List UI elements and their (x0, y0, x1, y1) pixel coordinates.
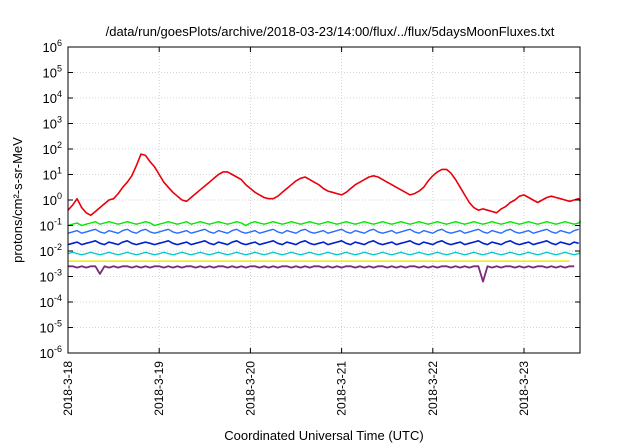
x-tick-label: 2018-3-20 (243, 361, 257, 416)
y-tick-label: 101 (43, 166, 62, 183)
chart-title: /data/run/goesPlots/archive/2018-03-23/1… (106, 24, 555, 39)
series-line-1 (67, 220, 581, 227)
series-line-4 (67, 251, 581, 256)
y-axis-label: protons/cm²-s-sr-MeV (10, 137, 25, 263)
series-line-6 (68, 265, 575, 283)
series-line-3 (67, 240, 579, 246)
y-tick-label: 10-4 (40, 293, 62, 310)
series-line-0 (67, 153, 581, 217)
y-tick-label: 10-1 (40, 217, 62, 234)
x-tick-label: 2018-3-22 (426, 361, 440, 416)
y-tick-label: 10-5 (40, 319, 62, 336)
x-tick-label: 2018-3-19 (152, 361, 166, 416)
y-tick-label: 10-2 (40, 242, 62, 259)
y-tick-label: 103 (43, 115, 62, 132)
x-tick-label: 2018-3-23 (517, 361, 531, 416)
x-tick-label: 2018-3-18 (61, 361, 75, 416)
y-tick-label: 102 (43, 140, 62, 157)
y-tick-label: 106 (43, 38, 62, 55)
y-tick-label: 104 (43, 89, 62, 106)
grid (68, 47, 580, 353)
x-tick-label: 2018-3-21 (335, 361, 349, 416)
x-axis-label: Coordinated Universal Time (UTC) (224, 428, 423, 443)
y-tick-label: 10-6 (40, 344, 62, 361)
x-axis-ticks: 2018-3-18 2018-3-19 2018-3-20 2018-3-21 2018… (61, 47, 531, 416)
y-tick-label: 10-3 (40, 268, 62, 285)
y-axis-ticks: 10-6 10-5 10-4 10-3 10-2 10-1 100 101 102 103 104 1… (40, 38, 580, 361)
series-line-2 (67, 228, 579, 234)
series-layer (67, 153, 581, 283)
y-tick-label: 100 (43, 191, 62, 208)
y-tick-label: 105 (43, 64, 62, 81)
